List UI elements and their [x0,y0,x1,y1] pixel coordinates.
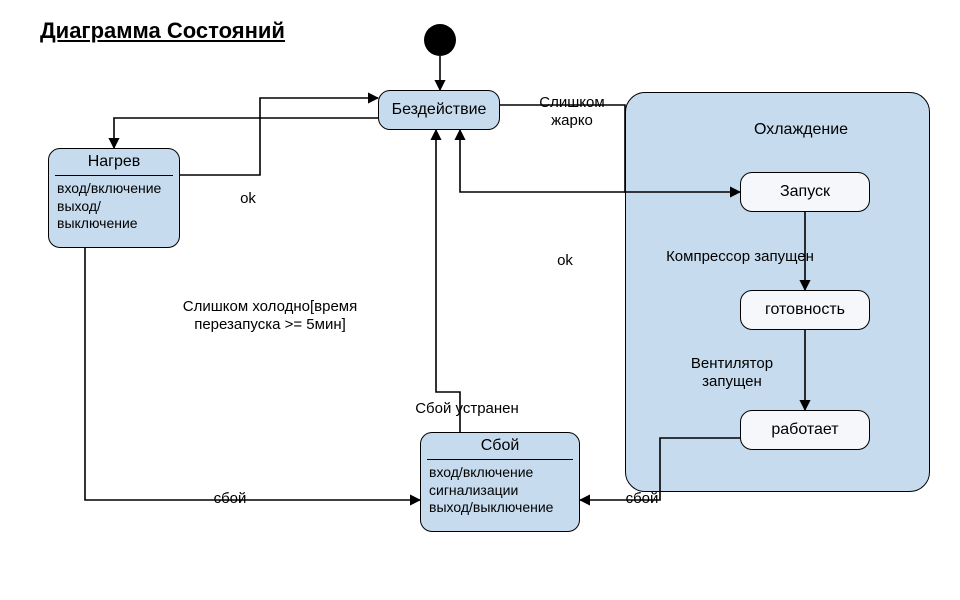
state-title: Запуск [741,179,869,205]
state-body: вход/включение выход/ выключение [49,176,179,237]
state-title: Сбой [421,433,579,459]
state-failure: Сбойвход/включение сигнализации выход/вы… [420,432,580,532]
state-heating: Нагреввход/включение выход/ выключение [48,148,180,248]
state-title: Бездействие [379,97,499,123]
edge-heating_to_failure [85,248,420,500]
state-title: работает [741,417,869,443]
state-running: работает [740,410,870,450]
state-title: готовность [741,297,869,323]
edge-failure_to_idle [436,130,460,432]
edge-label-failure_to_idle: Сбой устранен [392,400,542,418]
edge-label-start_to_ready: Компрессор запущен [640,248,840,266]
edge-label-heating_to_failure: сбой [200,490,260,508]
state-idle: Бездействие [378,90,500,130]
state-ready: готовность [740,290,870,330]
edge-idle_to_heating [114,118,378,148]
state-start: Запуск [740,172,870,212]
initial-pseudostate-icon [424,24,456,56]
edge-label-idle_to_heating: Слишком холодно[время перезапуска >= 5ми… [140,298,400,334]
diagram-stage: Диаграмма Состояний Охлаждение Бездейств… [0,0,960,600]
state-body: вход/включение сигнализации выход/выключ… [421,460,579,521]
edge-label-running_to_failure: сбой [612,490,672,508]
edge-label-idle_to_cooling: Слишком жарко [522,94,622,130]
edge-heating_to_idle_ok [180,98,378,175]
edge-label-cooling_to_idle_ok: ok [545,252,585,270]
edge-label-heating_to_idle_ok: ok [228,190,268,208]
state-title: Нагрев [49,149,179,175]
edge-cooling_to_idle_ok [460,130,625,192]
composite-title: Охлаждение [741,121,861,139]
edge-label-ready_to_running: Вентилятор запущен [652,355,812,391]
diagram-title: Диаграмма Состояний [40,18,285,44]
